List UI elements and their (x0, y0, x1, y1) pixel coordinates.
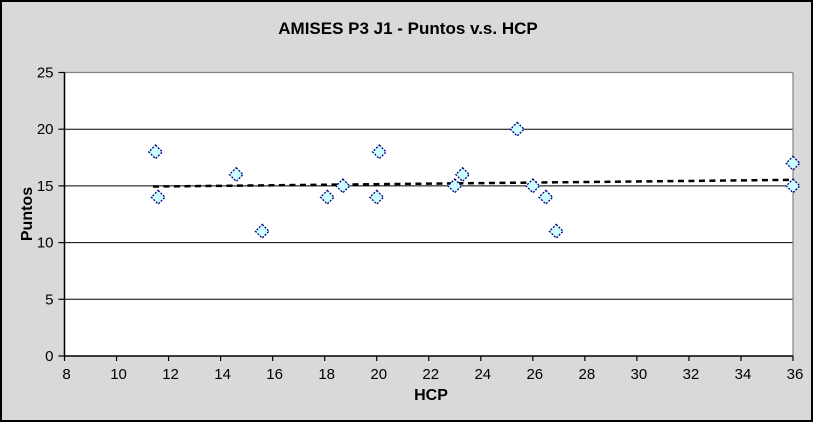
plot-border (64, 71, 794, 356)
data-point-marker (371, 144, 388, 160)
x-tick-label: 14 (214, 366, 231, 383)
data-point-marker (335, 178, 351, 194)
data-point-marker (454, 166, 471, 183)
x-tick-label: 22 (422, 366, 439, 383)
x-tick-label: 32 (683, 366, 700, 383)
y-tick-labels: 0 5 10 15 20 25 (37, 65, 54, 366)
y-axis-title: Puntos (19, 187, 36, 241)
data-point-marker (150, 189, 166, 205)
data-point-marker (509, 121, 525, 137)
x-tick-label: 30 (631, 366, 648, 383)
x-tick-label: 12 (162, 366, 179, 383)
x-tick-label: 8 (62, 366, 70, 383)
data-point-marker (525, 178, 541, 194)
y-tick-label: 25 (37, 65, 54, 82)
y-tick-label: 0 (45, 348, 53, 365)
y-tick-label: 20 (37, 121, 54, 138)
x-tick-label: 10 (110, 366, 127, 383)
trendline (152, 178, 794, 188)
x-tick-label: 24 (474, 366, 491, 383)
data-point-marker (319, 189, 335, 205)
data-point-marker (228, 166, 244, 183)
chart-title: AMISES P3 J1 - Puntos v.s. HCP (278, 19, 537, 38)
x-tick-label: 36 (787, 366, 804, 383)
x-axis-title: HCP (414, 387, 448, 404)
x-tick-label: 34 (735, 366, 752, 383)
data-point-marker (368, 189, 385, 205)
y-tick-label: 15 (37, 178, 54, 195)
tick-marks (58, 71, 794, 361)
data-point-marker (785, 178, 801, 194)
data-points (147, 121, 801, 239)
x-tick-label: 16 (266, 366, 283, 383)
data-point-marker (548, 223, 564, 239)
x-tick-label: 20 (370, 366, 387, 383)
data-point-marker (447, 178, 463, 194)
data-point-marker (147, 144, 164, 160)
x-tick-label: 28 (579, 366, 596, 383)
x-tick-labels: 8 10 12 14 16 18 20 22 24 26 28 30 32 34 36 (62, 366, 803, 383)
x-tick-label: 26 (526, 366, 543, 383)
data-point-marker (538, 189, 554, 205)
data-point-marker (785, 155, 801, 171)
y-tick-label: 5 (45, 291, 53, 308)
trendline-group (152, 178, 794, 188)
y-tick-label: 10 (37, 235, 54, 252)
plot-area (64, 72, 793, 356)
data-point-marker (254, 223, 270, 239)
x-tick-label: 18 (318, 366, 335, 383)
